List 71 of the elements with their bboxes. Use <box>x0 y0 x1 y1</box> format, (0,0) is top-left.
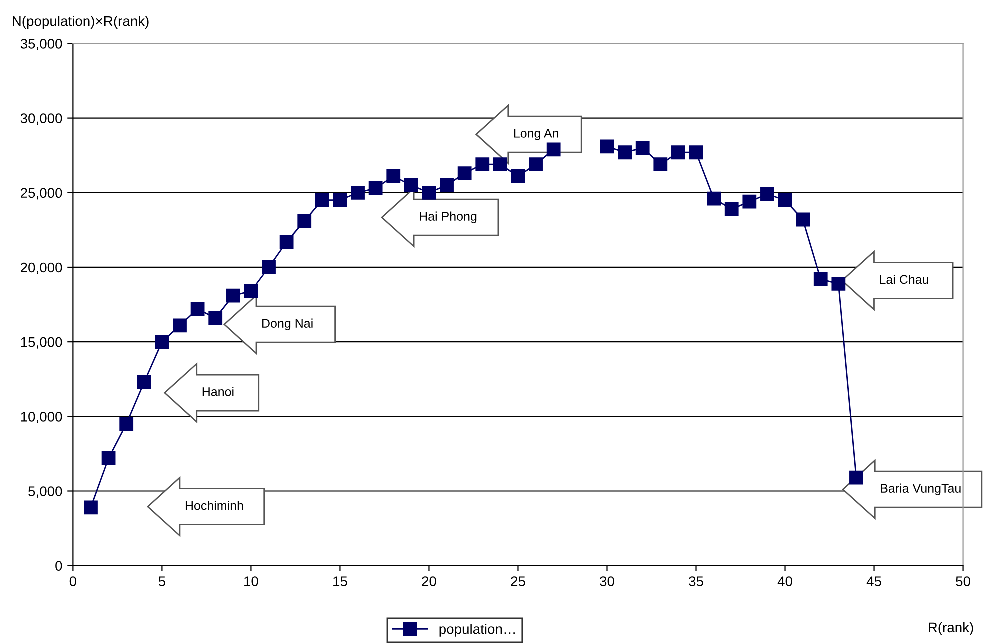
point <box>476 158 490 172</box>
y-tick-label: 5,000 <box>28 486 62 498</box>
point <box>120 417 134 432</box>
point <box>84 500 98 515</box>
point <box>298 214 312 228</box>
point <box>137 375 152 390</box>
point <box>244 284 258 298</box>
annotation: Hanoi <box>202 387 234 396</box>
point <box>778 193 792 208</box>
point <box>315 193 330 208</box>
point <box>672 146 686 160</box>
point <box>458 166 472 180</box>
point <box>351 186 365 200</box>
x-tick-label: 30 <box>600 576 614 586</box>
point <box>280 235 294 250</box>
point <box>636 141 650 156</box>
annotation: Dong Nai <box>262 318 313 330</box>
y-tick-label: 35,000 <box>20 39 62 51</box>
point <box>404 178 418 192</box>
y-axis-title: N(population)×R(rank) <box>13 16 149 29</box>
point <box>190 302 205 316</box>
point <box>422 186 436 200</box>
point <box>796 212 810 227</box>
point <box>102 451 116 466</box>
point <box>600 140 614 154</box>
y-tick-label: 0 <box>56 561 62 572</box>
point <box>333 193 348 208</box>
point <box>493 158 508 172</box>
point <box>368 181 383 196</box>
point <box>386 170 401 184</box>
y-tick-label: 20,000 <box>20 262 62 274</box>
x-tick-label: 35 <box>689 576 704 586</box>
point <box>707 192 722 206</box>
x-tick-label: 45 <box>866 576 882 586</box>
point <box>814 272 828 286</box>
point <box>689 146 704 160</box>
annotation: Baria VungTau <box>881 484 961 496</box>
point <box>173 318 187 333</box>
point <box>226 288 240 303</box>
point <box>724 202 739 216</box>
annotation: Lai Chau <box>880 274 928 284</box>
point <box>208 311 223 326</box>
point <box>618 146 632 160</box>
y-tick-label: 10,000 <box>21 412 62 424</box>
point <box>654 158 668 172</box>
y-tick-label: 30,000 <box>20 114 62 126</box>
point <box>440 178 454 192</box>
point <box>511 170 526 184</box>
x-tick-label: 15 <box>334 576 348 586</box>
legend-label: population… <box>440 624 515 637</box>
point <box>546 142 561 157</box>
annotation: Long An <box>514 129 558 140</box>
x-tick-label: 50 <box>956 576 970 586</box>
point <box>529 158 543 172</box>
x-tick-label: 10 <box>244 576 258 586</box>
annotation: Hochiminh <box>186 501 244 510</box>
point <box>760 187 774 202</box>
x-tick-label: 0 <box>70 576 77 586</box>
annotation: Hai Phong <box>420 212 477 224</box>
point <box>742 194 757 209</box>
x-tick-label: 40 <box>778 576 792 586</box>
y-tick-label: 15,000 <box>21 337 62 349</box>
point <box>850 470 864 485</box>
x-tick-label: 5 <box>158 576 166 586</box>
x-tick-label: 25 <box>511 576 526 586</box>
point <box>832 276 846 291</box>
x-tick-label: 20 <box>422 576 436 586</box>
y-tick-label: 25,000 <box>20 188 62 200</box>
point <box>262 260 276 274</box>
point <box>155 335 170 350</box>
x-axis-title: R(rank) <box>929 622 974 636</box>
